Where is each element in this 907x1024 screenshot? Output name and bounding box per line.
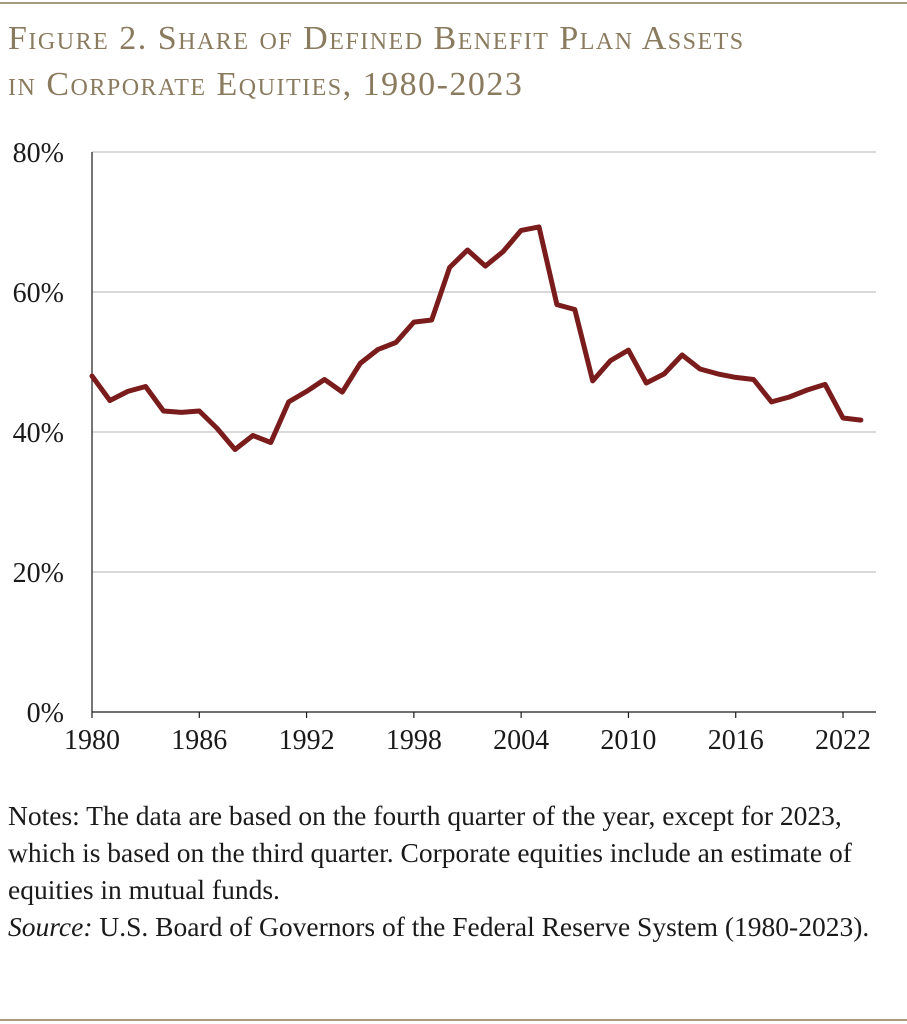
top-rule: [0, 2, 907, 4]
y-tick-label: 80%: [13, 138, 64, 169]
y-tick-label: 20%: [13, 558, 64, 589]
y-tick-label: 40%: [13, 418, 64, 449]
series-line: [89, 224, 864, 452]
source-label: Source:: [8, 911, 93, 942]
line-chart: 0% 20% 40% 60% 80% 1980 1986 1992 1998 2004 2010 20…: [13, 138, 876, 756]
x-tick-label: 2010: [600, 725, 656, 756]
x-tick-label: 1992: [279, 725, 335, 756]
bottom-rule: [0, 1019, 907, 1021]
gridlines: [92, 151, 876, 573]
series: [89, 224, 864, 452]
axes: 0% 20% 40% 60% 80% 1980 1986 1992 1998 2004 2010 20…: [13, 138, 876, 756]
y-tick-label: 60%: [13, 278, 64, 309]
source-text: U.S. Board of Governors of the Federal R…: [92, 911, 870, 942]
x-tick-label: 2022: [815, 725, 871, 756]
x-tick-label: 2004: [493, 725, 549, 756]
notes-text: Notes: The data are based on the fourth …: [8, 800, 852, 905]
y-tick-label: 0%: [27, 698, 64, 729]
title-line-2: in Corporate Equities, 1980-2023: [8, 66, 524, 103]
x-tick-label: 2016: [708, 725, 764, 756]
x-tick-label: 1998: [386, 725, 442, 756]
notes: Notes: The data are based on the fourth …: [8, 797, 903, 945]
title-line-1: Figure 2. Share of Defined Benefit Plan …: [8, 20, 745, 57]
figure-title: Figure 2. Share of Defined Benefit Plan …: [8, 16, 898, 108]
x-tick-label: 1986: [171, 725, 227, 756]
x-tick-label: 1980: [64, 725, 120, 756]
